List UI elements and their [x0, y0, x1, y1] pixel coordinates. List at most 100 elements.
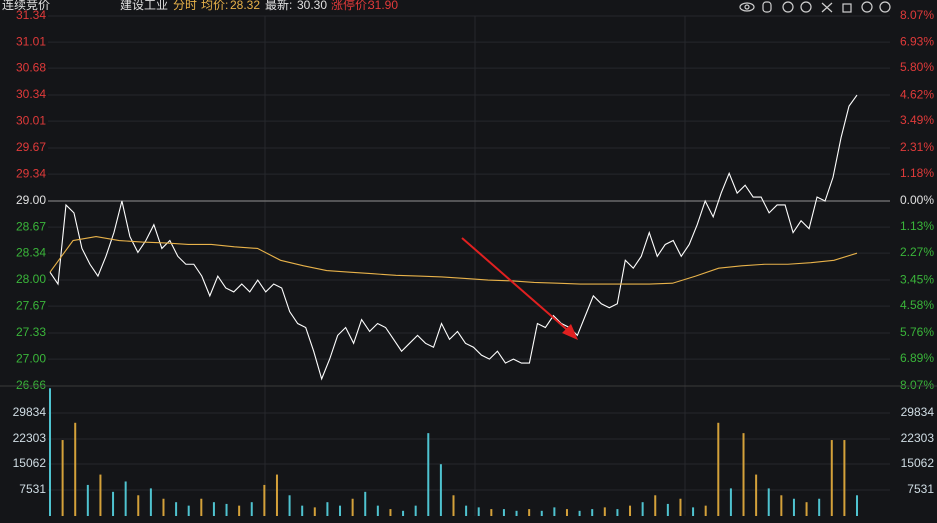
volume-bar [553, 507, 556, 516]
volume-bar [692, 507, 695, 516]
toolbar[interactable] [739, 1, 891, 13]
limit-value: 31.90 [368, 0, 398, 12]
y-tick-label: 31.34 [16, 8, 46, 22]
y2-tick-label: 1.18% [900, 166, 934, 180]
volume-bar [490, 509, 493, 516]
volume-bar [389, 509, 392, 516]
volume-bar [238, 505, 241, 516]
volume-bar [477, 507, 480, 516]
y2-tick-label: 4.58% [900, 298, 934, 312]
y-tick-label: 28.00 [16, 272, 46, 286]
volume-bar [780, 495, 783, 516]
y2-tick-label: 1.13% [900, 219, 934, 233]
volume-bar [124, 481, 127, 516]
y2-tick-label: 7531 [907, 482, 934, 496]
volume-bar [313, 507, 316, 516]
y-tick-label: 26.66 [16, 378, 46, 392]
volume-bar [175, 502, 178, 516]
period: 分时 [173, 0, 197, 12]
volume-bar [767, 488, 770, 516]
arrow-head [562, 324, 578, 340]
y-tick-label: 30.34 [16, 87, 46, 101]
volume-bar [414, 505, 417, 516]
volume-bar [212, 502, 215, 516]
y2-tick-label: 2.27% [900, 245, 934, 259]
volume-bar [654, 495, 657, 516]
y-tick-label: 27.67 [16, 298, 46, 312]
volume-bar [641, 502, 644, 516]
y-tick-label: 22303 [13, 431, 47, 445]
volume-bar [629, 505, 632, 516]
volume-bar [200, 498, 203, 516]
volume-bar [225, 503, 228, 516]
y2-tick-label: 15062 [901, 456, 935, 470]
volume-bar [578, 510, 581, 516]
y2-tick-label: 8.07% [900, 378, 934, 392]
volume-bar [112, 491, 115, 516]
y2-tick-label: 2.31% [900, 140, 934, 154]
volume-bar [502, 509, 505, 516]
volume-bar [351, 498, 354, 516]
volume-bar [452, 495, 455, 516]
volume-bar [729, 488, 732, 516]
y-tick-label: 27.00 [16, 351, 46, 365]
y2-tick-label: 5.76% [900, 325, 934, 339]
volume-bar [99, 474, 102, 516]
y-tick-label: 30.68 [16, 60, 46, 74]
y2-tick-label: 29834 [901, 405, 935, 419]
y2-tick-label: 5.80% [900, 60, 934, 74]
volume-bar [250, 502, 253, 516]
y-tick-label: 29.00 [16, 193, 46, 207]
volume-bar [843, 440, 846, 516]
volume-bar [528, 509, 531, 516]
volume-bar [402, 510, 405, 516]
volume-bar [856, 495, 858, 516]
y2-tick-label: 6.89% [900, 351, 934, 365]
y-tick-label: 30.01 [16, 113, 46, 127]
y-tick-label: 29.34 [16, 166, 46, 180]
volume-bar [326, 502, 329, 516]
volume-bar [540, 510, 543, 516]
y2-tick-label: 22303 [901, 431, 935, 445]
line [49, 236, 858, 285]
volume-bar [515, 510, 518, 516]
arrow [461, 237, 573, 335]
y-tick-label: 28.34 [16, 245, 46, 259]
volume-bar [704, 505, 707, 516]
volume-bar [830, 440, 833, 516]
y2-tick-label: 0.00% [900, 193, 934, 207]
volume-bar [149, 488, 152, 516]
volume-bar [755, 474, 758, 516]
y-tick-label: 15062 [13, 456, 47, 470]
y-tick-label: 31.01 [16, 34, 46, 48]
plot: 31.34 31.01 30.68 30.34 30.01 29.67 29.34 29.00… [0, 8, 937, 516]
y2-tick-label: 4.62% [900, 87, 934, 101]
volume-bar [818, 498, 821, 516]
volume-bar [263, 484, 266, 516]
volume-bar [288, 495, 291, 516]
volume-bar [49, 388, 51, 516]
line [49, 94, 858, 381]
y-tick-label: 29834 [13, 405, 47, 419]
volume-bar [187, 505, 190, 516]
y2-tick-label: 8.07% [900, 8, 934, 22]
y2-tick-label: 3.45% [900, 272, 934, 286]
volume-bar [792, 498, 795, 516]
volume-bar [301, 505, 304, 516]
last-label: 最新: [265, 0, 292, 12]
volume-bar [679, 498, 682, 516]
y-tick-label: 27.33 [16, 325, 46, 339]
volume-bar [162, 498, 165, 516]
last-value: 30.30 [297, 0, 327, 12]
volume-bar [439, 464, 442, 516]
limit-label: 涨停价: [331, 0, 370, 12]
volume-bar [616, 509, 619, 516]
volume-bar [137, 495, 140, 516]
volume-bar [465, 505, 468, 516]
volume-bar [339, 505, 342, 516]
avg-label: 均价: [201, 0, 228, 12]
y2-tick-label: 3.49% [900, 113, 934, 127]
stock-name: 建设工业 [120, 0, 168, 12]
